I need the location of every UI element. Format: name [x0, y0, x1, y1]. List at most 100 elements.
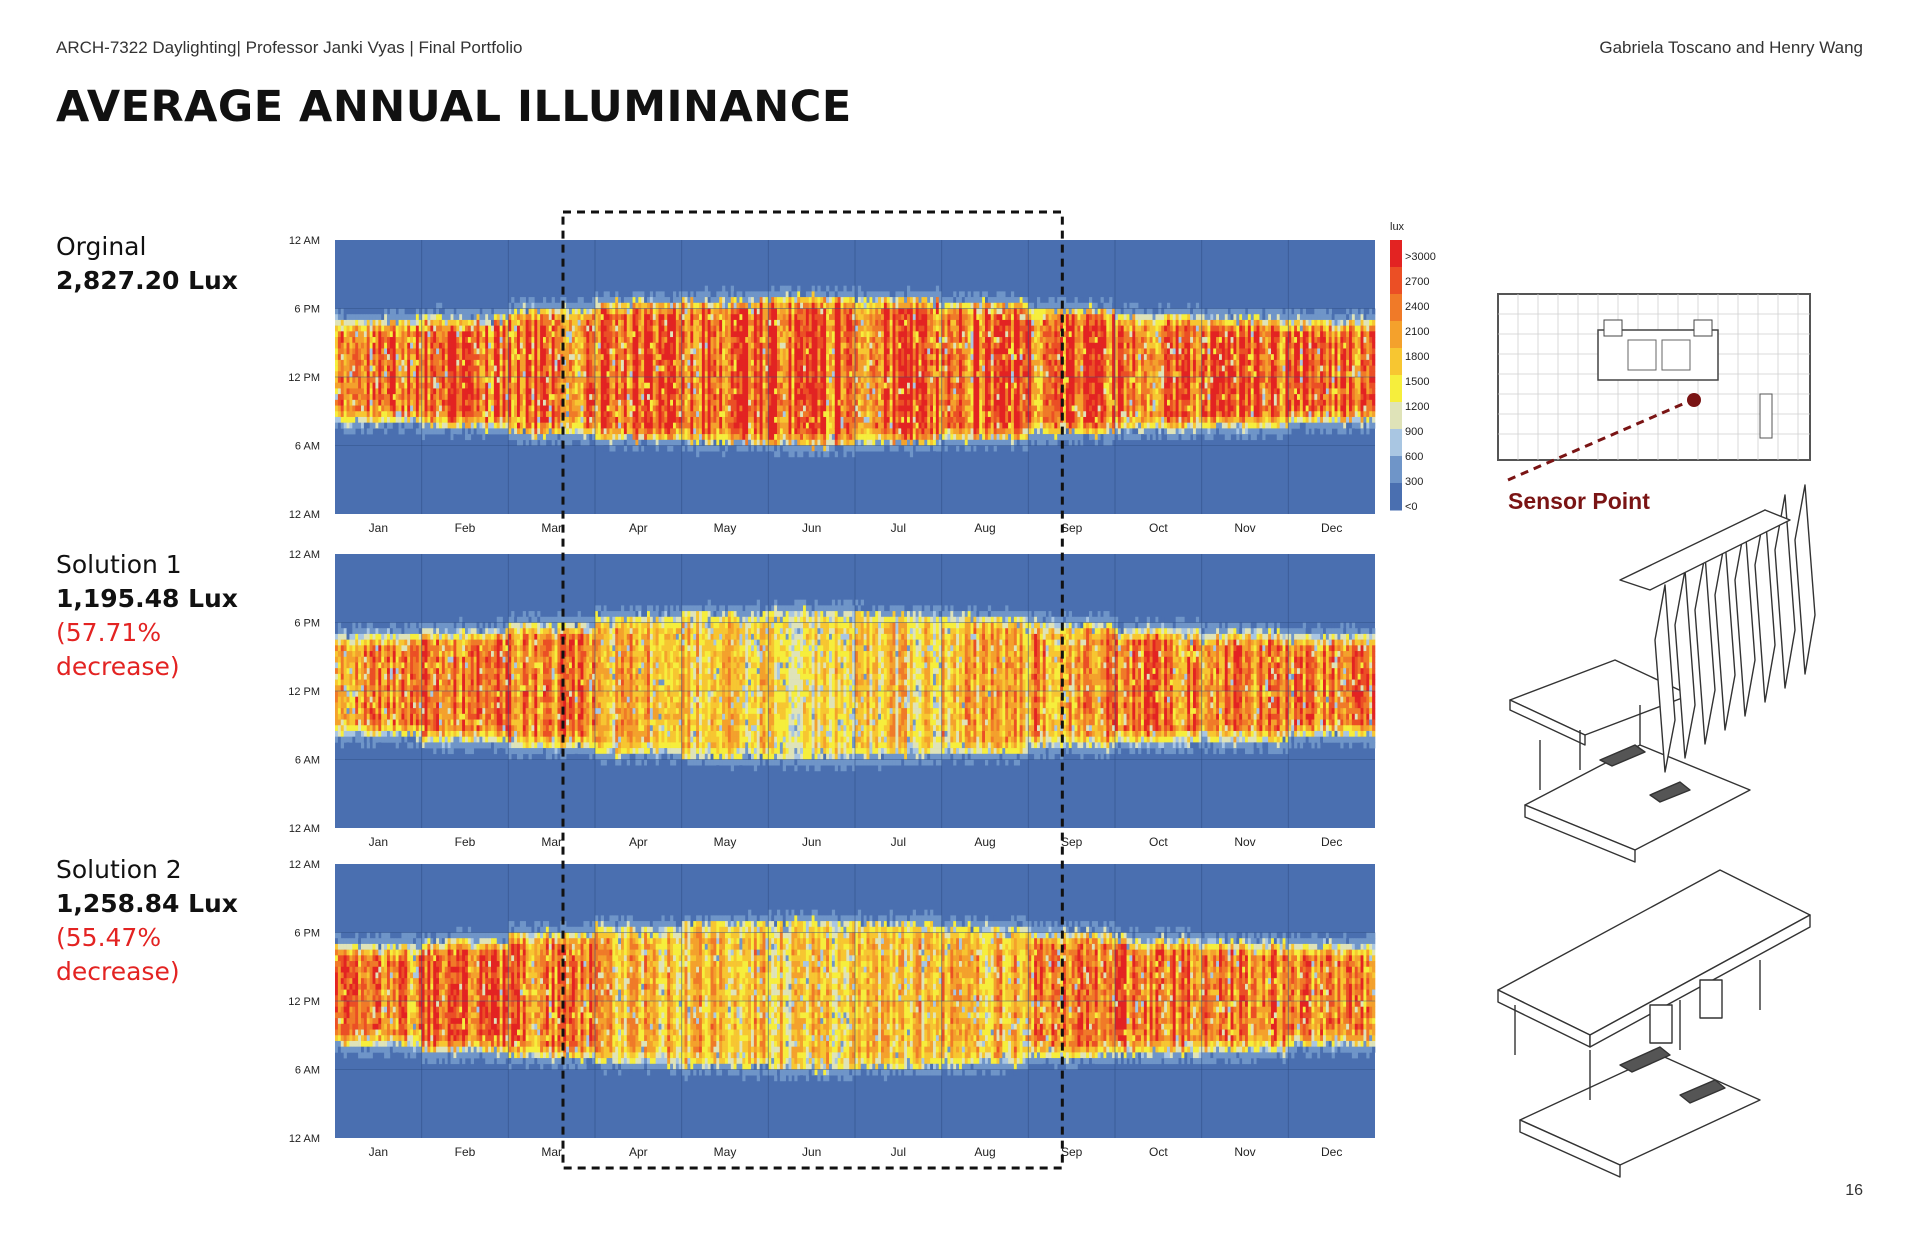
heatmap-cell	[739, 360, 742, 366]
heatmap-cell	[482, 343, 485, 349]
heatmap-cell	[789, 297, 792, 303]
heatmap-cell	[404, 383, 407, 389]
heatmap-cell	[404, 314, 407, 320]
heatmap-cell	[690, 320, 693, 326]
heatmap-cell	[633, 446, 636, 452]
heatmap-cell	[754, 423, 757, 429]
heatmap-cell	[349, 400, 352, 406]
heatmap-cell	[465, 320, 468, 326]
heatmap-cell	[581, 371, 584, 377]
heatmap-cell	[794, 348, 797, 354]
heatmap-cell	[719, 360, 722, 366]
heatmap-cell	[511, 314, 514, 320]
heatmap-cell	[757, 320, 760, 326]
heatmap-cell	[445, 394, 448, 400]
heatmap-cell	[635, 383, 638, 389]
heatmap-cell	[659, 303, 662, 309]
heatmap-cell	[633, 326, 636, 332]
heatmap-cell	[763, 377, 766, 383]
heatmap-cell	[786, 434, 789, 440]
heatmap-cell	[575, 388, 578, 394]
heatmap-cell	[601, 417, 604, 423]
heatmap-cell	[633, 348, 636, 354]
heatmap-cell	[430, 354, 433, 360]
heatmap-cell	[800, 377, 803, 383]
heatmap-cell	[696, 371, 699, 377]
heatmap-cell	[745, 343, 748, 349]
heatmap-cell	[728, 326, 731, 332]
heatmap-cell	[664, 440, 667, 446]
heatmap-cell	[471, 331, 474, 337]
heatmap-cell	[812, 377, 815, 383]
heatmap-cell	[641, 440, 644, 446]
heatmap-cell	[436, 417, 439, 423]
heatmap-cell	[713, 383, 716, 389]
heatmap-cell	[549, 360, 552, 366]
heatmap-cell	[638, 388, 641, 394]
heatmap-cell	[800, 388, 803, 394]
heatmap-cell	[586, 440, 589, 446]
heatmap-cell	[754, 303, 757, 309]
heatmap-cell	[436, 371, 439, 377]
heatmap-cell	[742, 400, 745, 406]
heatmap-cell	[381, 400, 384, 406]
heatmap-cell	[546, 326, 549, 332]
heatmap-cell	[566, 406, 569, 412]
heatmap-cell	[783, 400, 786, 406]
heatmap-cell	[517, 417, 520, 423]
heatmap-cell	[673, 383, 676, 389]
heatmap-cell	[618, 320, 621, 326]
heatmap-cell	[722, 388, 725, 394]
heatmap-cell	[719, 337, 722, 343]
heatmap-cell	[633, 297, 636, 303]
heatmap-cell	[780, 388, 783, 394]
heatmap-cell	[523, 371, 526, 377]
heatmap-cell	[705, 337, 708, 343]
heatmap-cell	[451, 388, 454, 394]
heatmap-cell	[661, 309, 664, 315]
heatmap-cell	[604, 406, 607, 412]
heatmap-cell	[716, 400, 719, 406]
heatmap-cell	[549, 343, 552, 349]
heatmap-cell	[661, 377, 664, 383]
heatmap-cell	[789, 348, 792, 354]
heatmap-cell	[583, 320, 586, 326]
heatmap-cell	[780, 383, 783, 389]
heatmap-cell	[693, 297, 696, 303]
heatmap-cell	[396, 400, 399, 406]
heatmap-cell	[803, 343, 806, 349]
heatmap-cell	[670, 343, 673, 349]
heatmap-cell	[367, 360, 370, 366]
heatmap-cell	[745, 371, 748, 377]
heatmap-cell	[442, 394, 445, 400]
heatmap-cell	[503, 406, 506, 412]
heatmap-cell	[812, 383, 815, 389]
heatmap-cell	[693, 348, 696, 354]
heatmap-cell	[815, 291, 818, 297]
heatmap-cell	[355, 406, 358, 412]
heatmap-cell	[708, 320, 711, 326]
heatmap-cell	[751, 291, 754, 297]
heatmap-cell	[352, 354, 355, 360]
heatmap-cell	[537, 394, 540, 400]
heatmap-cell	[537, 411, 540, 417]
heatmap-cell	[526, 371, 529, 377]
heatmap-cell	[812, 337, 815, 343]
heatmap-cell	[436, 366, 439, 372]
heatmap-cell	[514, 423, 517, 429]
heatmap-cell	[347, 423, 350, 429]
heatmap-cell	[641, 434, 644, 440]
heatmap-cell	[789, 291, 792, 297]
heatmap-cell	[667, 326, 670, 332]
heatmap-cell	[783, 366, 786, 372]
heatmap-cell	[817, 291, 820, 297]
heatmap-cell	[815, 377, 818, 383]
heatmap-cell	[442, 348, 445, 354]
heatmap-cell	[529, 343, 532, 349]
heatmap-cell	[635, 394, 638, 400]
heatmap-cell	[347, 354, 350, 360]
heatmap-cell	[491, 360, 494, 366]
heatmap-cell	[734, 446, 737, 452]
heatmap-cell	[347, 428, 350, 434]
heatmap-cell	[711, 411, 714, 417]
